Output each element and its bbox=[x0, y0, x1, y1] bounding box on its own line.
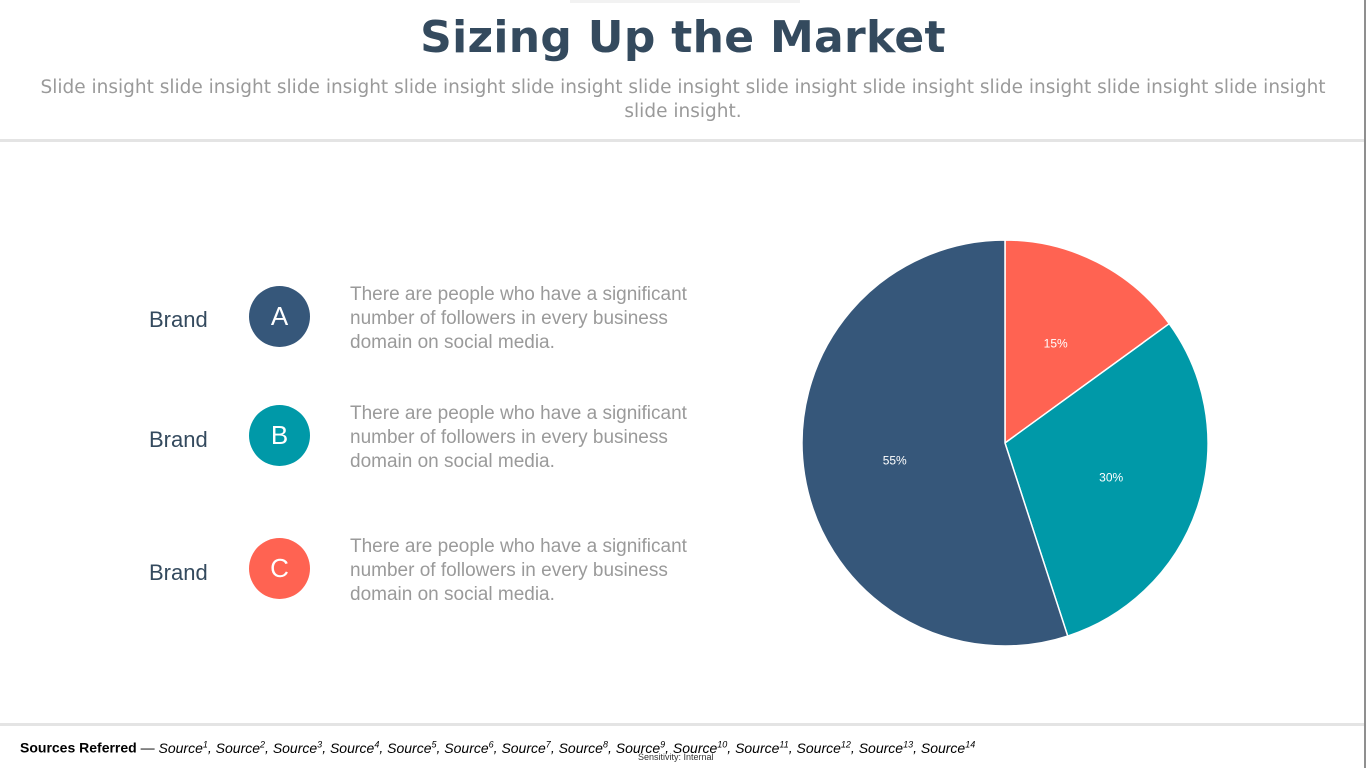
source-reference: Source3 bbox=[272, 739, 323, 756]
source-separator: , bbox=[727, 739, 736, 756]
source-reference: Source13 bbox=[858, 739, 914, 756]
source-name: Source bbox=[796, 739, 841, 756]
source-separator: , bbox=[493, 739, 502, 756]
source-reference: Source5 bbox=[387, 739, 437, 756]
source-name: Source bbox=[920, 739, 966, 756]
source-reference: Source8 bbox=[558, 739, 608, 756]
source-name: Source bbox=[158, 739, 203, 756]
source-reference: Source2 bbox=[215, 739, 266, 756]
page-title: Sizing Up the Market bbox=[420, 12, 946, 63]
brand-label: Brand bbox=[149, 560, 208, 585]
source-number: 13 bbox=[903, 739, 914, 749]
source-reference: Source14 bbox=[920, 739, 976, 756]
source-name: Source bbox=[215, 739, 261, 756]
pie-data-label: 15% bbox=[1044, 337, 1068, 351]
brand-label: Brand bbox=[149, 307, 208, 332]
source-reference: Source9 bbox=[615, 739, 666, 756]
pie-slice-a bbox=[801, 239, 1069, 647]
source-separator: , bbox=[850, 739, 859, 756]
pie-data-label: 55% bbox=[883, 453, 907, 467]
source-reference: Source10 bbox=[672, 739, 728, 756]
source-separator: , bbox=[913, 739, 921, 756]
source-list: Source1, Source2, Source3, Source4, Sour… bbox=[158, 739, 976, 756]
source-separator: , bbox=[265, 739, 273, 756]
source-number: 8 bbox=[602, 739, 608, 749]
footer-divider bbox=[0, 723, 1364, 726]
pie-slice-c bbox=[1004, 239, 1171, 445]
source-separator: , bbox=[550, 739, 559, 756]
sources-dash: — bbox=[136, 739, 159, 756]
source-number: 1 bbox=[202, 739, 208, 749]
brand-label: Brand bbox=[149, 427, 208, 452]
source-number: 12 bbox=[840, 739, 851, 749]
top-accent bbox=[570, 0, 800, 3]
brand-description: There are people who have a significant … bbox=[350, 284, 687, 353]
brand-badge-c: C bbox=[249, 538, 310, 599]
sources-label: Sources Referred bbox=[20, 739, 137, 756]
source-separator: , bbox=[607, 739, 616, 756]
source-name: Source bbox=[387, 739, 432, 756]
source-number: 7 bbox=[545, 739, 551, 749]
source-number: 11 bbox=[779, 739, 789, 749]
brand-description: There are people who have a significant … bbox=[350, 403, 687, 472]
source-number: 2 bbox=[260, 739, 266, 749]
brand-badge-a: A bbox=[249, 286, 310, 347]
source-reference: Source4 bbox=[329, 739, 380, 756]
source-number: 9 bbox=[660, 739, 666, 749]
source-name: Source bbox=[444, 739, 489, 756]
source-number: 10 bbox=[717, 739, 728, 749]
brand-row-a: Brand A There are people who have a sign… bbox=[0, 284, 740, 375]
header-divider bbox=[0, 139, 1364, 142]
pie-data-label: 30% bbox=[1099, 471, 1123, 485]
sensitivity-label: Sensitivity: Internal bbox=[638, 752, 714, 762]
source-separator: , bbox=[665, 739, 673, 756]
source-reference: Source7 bbox=[501, 739, 551, 756]
source-number: 6 bbox=[488, 739, 494, 749]
source-separator: , bbox=[207, 739, 216, 756]
source-separator: , bbox=[436, 739, 445, 756]
source-name: Source bbox=[735, 739, 780, 756]
source-name: Source bbox=[858, 739, 904, 756]
sources-line: Sources Referred — Source1, Source2, Sou… bbox=[20, 739, 975, 756]
source-separator: , bbox=[322, 739, 330, 756]
source-number: 14 bbox=[965, 739, 976, 749]
source-number: 5 bbox=[431, 739, 437, 749]
brand-row-b: Brand B There are people who have a sign… bbox=[0, 403, 740, 495]
source-number: 3 bbox=[317, 739, 323, 749]
source-separator: , bbox=[788, 739, 797, 756]
brand-description: There are people who have a significant … bbox=[350, 536, 687, 605]
source-name: Source bbox=[272, 739, 318, 756]
slide-edge bbox=[1364, 0, 1366, 768]
brand-row-c: Brand C There are people who have a sign… bbox=[0, 536, 740, 628]
source-name: Source bbox=[672, 739, 718, 756]
source-number: 4 bbox=[374, 739, 380, 749]
source-reference: Source12 bbox=[796, 739, 851, 756]
source-separator: , bbox=[379, 739, 388, 756]
source-reference: Source11 bbox=[735, 739, 789, 756]
source-reference: Source1 bbox=[158, 739, 208, 756]
slide-insight: Slide insight slide insight slide insigh… bbox=[40, 77, 1326, 122]
source-name: Source bbox=[329, 739, 375, 756]
market-share-pie-chart: 15% 30% 55% bbox=[801, 239, 1209, 647]
source-name: Source bbox=[501, 739, 546, 756]
pie-slice-b bbox=[1004, 322, 1209, 638]
source-name: Source bbox=[615, 739, 661, 756]
source-name: Source bbox=[558, 739, 603, 756]
source-reference: Source6 bbox=[444, 739, 494, 756]
brand-badge-b: B bbox=[249, 405, 310, 466]
